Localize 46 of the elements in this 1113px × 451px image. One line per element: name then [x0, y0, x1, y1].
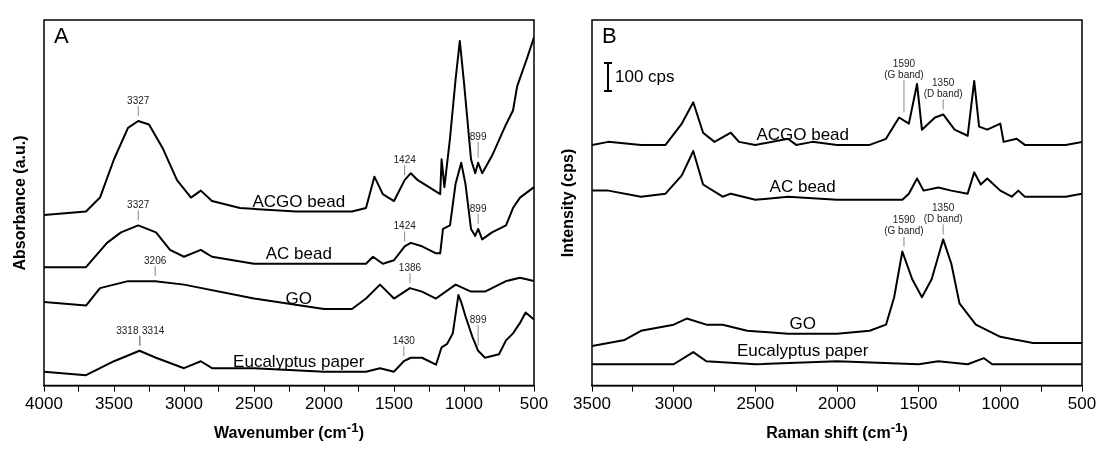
annotation: 100 cps: [615, 67, 675, 87]
chart-title: A: [54, 23, 69, 48]
annotation: 899: [469, 130, 487, 142]
annotation: 1350 (D band): [923, 202, 963, 225]
series-label: GO: [285, 289, 313, 309]
x-tick-label: 3500: [95, 394, 133, 414]
annotation: 899: [469, 313, 487, 325]
x-tick-label: 500: [1067, 394, 1097, 414]
x-tick-label: 1000: [445, 394, 483, 414]
series-label: AC bead: [769, 176, 836, 196]
x-tick-label: 500: [519, 394, 549, 414]
series-label: ACGO bead: [756, 125, 849, 145]
annotation: 3318: [116, 324, 139, 336]
x-tick-label: 2500: [235, 394, 273, 414]
annotation: 1350 (D band): [923, 77, 963, 100]
series-label: AC bead: [265, 243, 332, 263]
annotation: 1590 (G band): [884, 214, 924, 237]
annotation: 3314: [142, 324, 165, 336]
annotation: 3327: [127, 94, 150, 106]
annotation: 3206: [144, 254, 167, 266]
x-axis-title: Wavenumber (cm$^{-1}$): [213, 419, 365, 444]
x-tick-label: 4000: [25, 394, 63, 414]
x-tick-label: 3500: [573, 394, 611, 414]
y-axis-title: Intensity (cps): [558, 147, 577, 260]
x-tick-label: 2500: [736, 394, 775, 414]
x-tick-label: 3000: [654, 394, 693, 414]
x-tick-label: 1500: [899, 394, 938, 414]
series-label: ACGO bead: [252, 191, 346, 211]
annotation: 899: [469, 202, 487, 214]
x-tick-label: 3000: [165, 394, 203, 414]
chart-title: B: [602, 23, 617, 48]
annotation: 1590 (G band): [884, 57, 924, 80]
annotation: 1424: [393, 220, 417, 232]
annotation: 1424: [393, 153, 417, 165]
series-label: GO: [789, 313, 816, 333]
annotation: 1386: [398, 261, 422, 273]
y-axis-title: Absorbance (a.u.): [10, 134, 29, 273]
x-axis-title: Raman shift (cm$^{-1}$): [765, 419, 909, 444]
annotation: 1430: [392, 334, 416, 346]
x-tick-label: 2000: [818, 394, 856, 414]
series-label: Eucalyptus paper: [233, 351, 365, 371]
x-tick-label: 1000: [981, 394, 1020, 414]
x-tick-label: 1500: [375, 394, 413, 414]
series-label: Eucalyptus paper: [737, 341, 869, 361]
annotation: 3327: [127, 199, 150, 211]
x-tick-label: 2000: [305, 394, 343, 414]
